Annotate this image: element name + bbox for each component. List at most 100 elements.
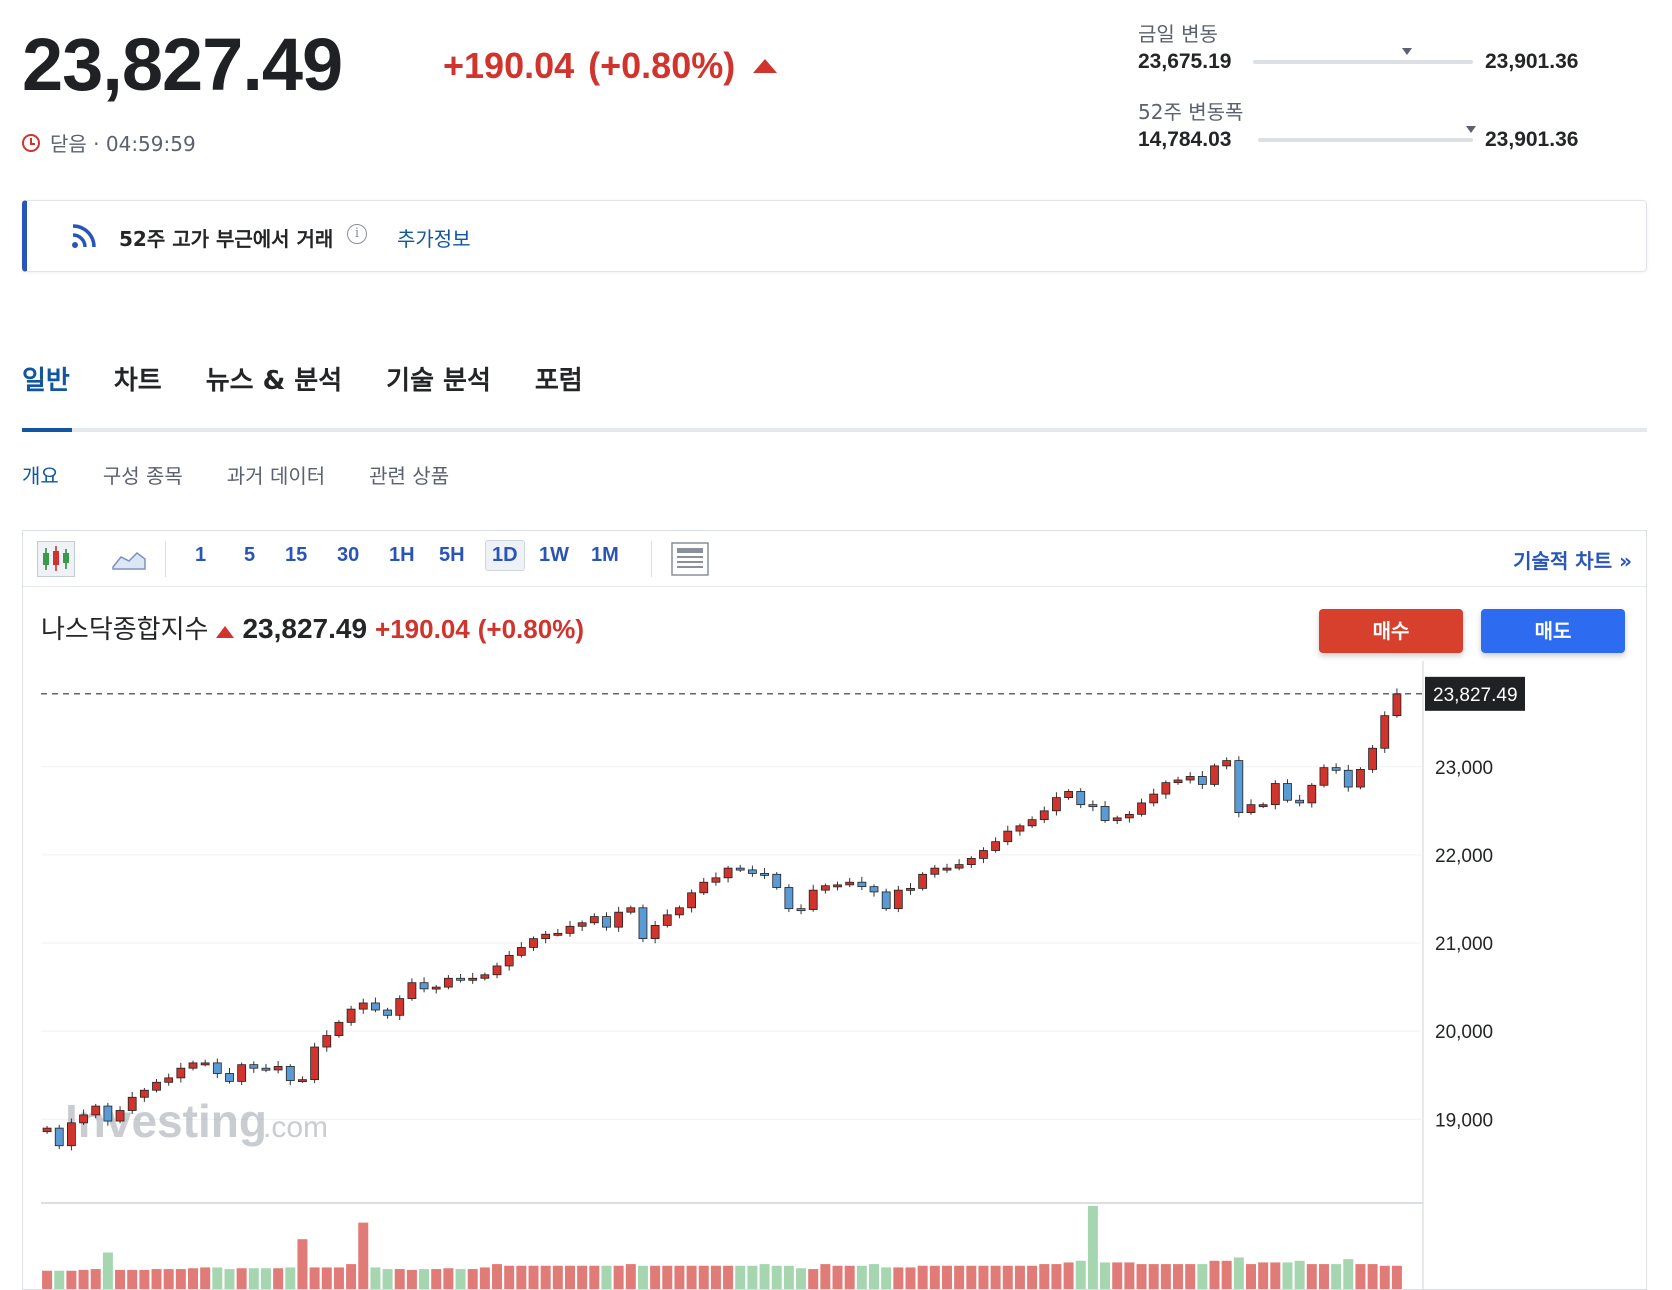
candle-body bbox=[529, 938, 538, 948]
chart-header: 나스닥종합지수 23,827.49 +190.04 (+0.80%) bbox=[41, 609, 584, 646]
volume-bar bbox=[698, 1265, 709, 1289]
volume-bar bbox=[1185, 1264, 1196, 1289]
volume-bar bbox=[601, 1265, 612, 1289]
volume-bar bbox=[1027, 1265, 1038, 1289]
volume-bar bbox=[796, 1268, 807, 1289]
volume-bar bbox=[662, 1265, 673, 1289]
candle-body bbox=[748, 869, 757, 874]
candle-body bbox=[1039, 810, 1049, 821]
candle-body bbox=[602, 916, 611, 928]
volume-bar bbox=[492, 1264, 503, 1289]
technical-chart-link[interactable]: 기술적 차트 » bbox=[1513, 549, 1632, 573]
watermark-logo: Investing bbox=[65, 1095, 267, 1147]
price-chart[interactable]: 19,000 20,000 21,000 22,000 23,000 Investing.… bbox=[23, 661, 1646, 1289]
volume-bar bbox=[1379, 1265, 1390, 1289]
volume-bar bbox=[589, 1265, 600, 1289]
candle-body bbox=[723, 867, 733, 879]
tab-forum[interactable]: 포럼 bbox=[534, 366, 583, 396]
candle-body bbox=[1015, 825, 1025, 832]
candle-body bbox=[1173, 779, 1183, 784]
volume-bar bbox=[321, 1267, 332, 1289]
tab-news[interactable]: 뉴스 & 분석 bbox=[205, 366, 343, 396]
interval-1d[interactable]: 1D bbox=[485, 540, 525, 571]
volume-bar bbox=[844, 1265, 855, 1289]
volume-bar bbox=[382, 1269, 393, 1289]
candle-body bbox=[212, 1062, 222, 1074]
volume-bar bbox=[188, 1268, 199, 1289]
interval-1h[interactable]: 1H bbox=[389, 544, 415, 566]
y-tick-label: 19,000 bbox=[1435, 1110, 1493, 1131]
volume-bar bbox=[954, 1265, 965, 1289]
interval-15[interactable]: 15 bbox=[285, 544, 308, 566]
candle-body bbox=[358, 1002, 368, 1010]
candle-body bbox=[808, 889, 818, 910]
candle-body bbox=[127, 1096, 137, 1111]
volume-bar bbox=[1294, 1260, 1305, 1289]
watermark-suffix: .com bbox=[263, 1111, 328, 1144]
candle-body bbox=[869, 886, 879, 893]
candle-body bbox=[1076, 791, 1086, 806]
candle-body bbox=[285, 1066, 295, 1081]
volume-bar bbox=[723, 1265, 734, 1289]
candle-body bbox=[1222, 760, 1232, 767]
candlestick-chart-icon[interactable] bbox=[37, 541, 75, 577]
candle-body bbox=[1368, 747, 1377, 770]
interval-1w[interactable]: 1W bbox=[539, 544, 569, 566]
info-icon[interactable]: i bbox=[347, 224, 367, 244]
candle-body bbox=[249, 1064, 259, 1069]
volume-bar bbox=[783, 1265, 794, 1289]
candle-body bbox=[857, 881, 867, 888]
interval-5h[interactable]: 5H bbox=[439, 544, 465, 566]
candle-body bbox=[1392, 693, 1402, 717]
candle-body bbox=[42, 1127, 52, 1133]
interval-1[interactable]: 1 bbox=[195, 544, 207, 566]
volume-bar bbox=[1355, 1264, 1366, 1289]
tab-overview[interactable]: 일반 bbox=[22, 366, 70, 396]
sell-button[interactable]: 매도 bbox=[1481, 609, 1625, 653]
week52-range-label: 52주 변동폭 bbox=[1138, 100, 1244, 124]
subtab-related[interactable]: 관련 상품 bbox=[369, 464, 450, 488]
index-name: 나스닥종합지수 bbox=[41, 615, 209, 645]
more-info-link[interactable]: 추가정보 bbox=[397, 227, 471, 251]
volume-bar bbox=[224, 1269, 235, 1289]
candle-body bbox=[614, 911, 624, 928]
clock-icon bbox=[22, 133, 40, 152]
table-view-icon[interactable] bbox=[671, 542, 709, 576]
candle-body bbox=[407, 982, 417, 999]
interval-30[interactable]: 30 bbox=[337, 544, 360, 566]
day-range-marker-icon bbox=[1402, 48, 1412, 55]
day-range-high: 23,901.36 bbox=[1485, 50, 1579, 73]
interval-5[interactable]: 5 bbox=[244, 544, 256, 566]
buy-button[interactable]: 매수 bbox=[1319, 609, 1463, 653]
volume-bar bbox=[905, 1267, 916, 1289]
volume-bar bbox=[540, 1265, 551, 1289]
volume-bar bbox=[613, 1265, 624, 1289]
volume-bar bbox=[564, 1265, 575, 1289]
interval-1m[interactable]: 1M bbox=[591, 544, 619, 566]
candle-body bbox=[820, 885, 830, 891]
tab-technical[interactable]: 기술 분석 bbox=[386, 366, 491, 396]
volume-bar bbox=[139, 1269, 150, 1289]
volume-bar bbox=[856, 1265, 867, 1289]
candle-body bbox=[419, 982, 429, 990]
volume-bar bbox=[929, 1265, 940, 1289]
subtab-components[interactable]: 구성 종목 bbox=[102, 464, 183, 488]
candle-body bbox=[139, 1089, 149, 1098]
volume-bar bbox=[42, 1270, 53, 1289]
candle-body bbox=[1331, 767, 1341, 771]
subtab-summary[interactable]: 개요 bbox=[22, 464, 59, 488]
candle-body bbox=[395, 998, 405, 1016]
chart-change-percent: (+0.80%) bbox=[477, 614, 584, 644]
tab-chart[interactable]: 차트 bbox=[113, 366, 162, 396]
market-status: 닫음 · 04:59:59 bbox=[22, 128, 196, 157]
subtab-historical[interactable]: 과거 데이터 bbox=[226, 464, 326, 488]
volume-bar bbox=[1245, 1264, 1256, 1289]
area-chart-icon[interactable] bbox=[111, 547, 147, 571]
volume-bar bbox=[832, 1265, 843, 1289]
volume-bar bbox=[297, 1239, 308, 1289]
candle-body bbox=[103, 1105, 113, 1122]
volume-bar bbox=[917, 1265, 928, 1289]
volume-bar bbox=[260, 1268, 271, 1289]
candle-body bbox=[1356, 769, 1365, 788]
candle-body bbox=[1100, 806, 1110, 821]
